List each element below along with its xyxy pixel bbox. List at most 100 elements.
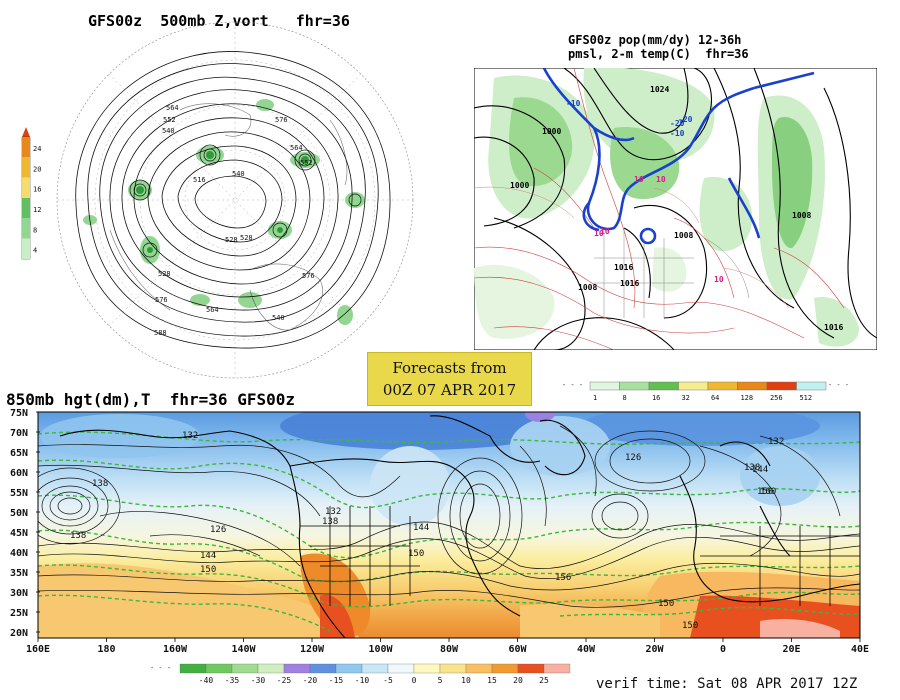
temp-legend-label: -35 xyxy=(225,676,240,685)
precip-shading xyxy=(474,68,859,347)
height-contour-label: 126 xyxy=(625,453,641,463)
h850-panel-title: 850mb hgt(dm),T fhr=36 GFS00z xyxy=(6,390,295,409)
pop-legend-swatch xyxy=(678,381,709,391)
isobar-label: 1008 xyxy=(674,231,693,240)
latitude-label: 65N xyxy=(10,448,28,459)
temp-legend-label: -15 xyxy=(329,676,344,685)
longitude-label: 40W xyxy=(577,644,596,655)
height-contour-label: 150 xyxy=(658,599,674,609)
temp-legend-swatch xyxy=(491,663,519,674)
latitude-label: 20N xyxy=(10,628,28,639)
pop-legend-label: 128 xyxy=(740,394,753,402)
temp-legend-swatch xyxy=(309,663,337,674)
temp-legend-label: 20 xyxy=(513,676,523,685)
latitude-label: 25N xyxy=(10,608,28,619)
temp-legend-label: 25 xyxy=(539,676,549,685)
forecast-box-line2: 00Z 07 APR 2017 xyxy=(382,381,517,399)
temp-legend-label: 15 xyxy=(487,676,497,685)
temp-legend-label: -30 xyxy=(251,676,266,685)
temp-contour-label: -20 xyxy=(670,119,685,128)
height-contour-label: 144 xyxy=(752,465,768,475)
latitude-label: 70N xyxy=(10,428,28,439)
isobar-label: 1016 xyxy=(614,263,633,272)
latitude-label: 50N xyxy=(10,508,28,519)
longitude-label: 100W xyxy=(368,644,393,655)
temp-legend-label: -10 xyxy=(355,676,370,685)
longitude-label: 120W xyxy=(300,644,325,655)
pop-legend-swatch xyxy=(796,381,827,391)
height-contour-label: 150 xyxy=(408,549,424,559)
temp-legend-swatch xyxy=(361,663,389,674)
temp-contour-label: -10 xyxy=(566,99,581,108)
z500-contour-label: 576 xyxy=(302,272,315,280)
pop-panel-title-line1: GFS00z pop(mm/dy) 12-36h xyxy=(568,33,742,47)
isobar-label: 1008 xyxy=(792,211,811,220)
z500-colorbar: 24 20 16 12 8 4 xyxy=(21,127,41,260)
longitude-label: 140W xyxy=(231,644,256,655)
longitude-label: 80W xyxy=(440,644,459,655)
height-contour-label: 144 xyxy=(200,551,216,561)
temp-legend-label: -25 xyxy=(277,676,292,685)
colorbar-label: 12 xyxy=(33,206,41,214)
latitude-label: 45N xyxy=(10,528,28,539)
pop-legend-swatch xyxy=(648,381,679,391)
isobar-label: 1008 xyxy=(578,283,597,292)
pop-legend-label: 1 xyxy=(593,394,597,402)
pop-legend-label: 512 xyxy=(799,394,812,402)
z500-contour-label: 540 xyxy=(162,127,175,135)
temp-legend-label: -20 xyxy=(303,676,318,685)
temp-legend-label: -40 xyxy=(199,676,214,685)
pop-legend-swatch xyxy=(589,381,620,391)
temp-legend-swatch xyxy=(179,663,207,674)
pop-legend-swatch xyxy=(619,381,650,391)
z500-contour-label: 540 xyxy=(272,314,285,322)
temp-legend-label: 10 xyxy=(461,676,471,685)
h850-temp-contours xyxy=(38,431,860,632)
isobar-label: 1000 xyxy=(510,181,529,190)
z500-polar-map: 24 20 16 12 8 4 xyxy=(21,21,414,379)
height-contour-label: 144 xyxy=(413,523,429,533)
h850-temp-legend: - - - -40 -35 -30 -25 -20 -15 -10 -5 0 5 10 15 20 25 xyxy=(150,663,571,685)
height-contour-label: 132 xyxy=(768,437,784,447)
colorbar-label: 8 xyxy=(33,226,37,234)
temp-contours xyxy=(474,68,845,350)
temp-contour-label: -10 xyxy=(670,129,685,138)
pop-legend-swatch xyxy=(766,381,797,391)
verif-time: verif time: Sat 08 APR 2017 12Z xyxy=(596,676,858,692)
latitude-label: 40N xyxy=(10,548,28,559)
z500-contour-label: 552 xyxy=(300,159,313,167)
temp-legend-swatch xyxy=(413,663,441,674)
height-contour-label: 160 xyxy=(760,487,776,497)
colorbar-swatch xyxy=(22,218,30,239)
height-contour-label: 150 xyxy=(757,487,773,497)
latitude-label: 55N xyxy=(10,488,28,499)
forecast-box-line1: Forecasts from xyxy=(392,359,507,377)
temp-contour-label: 10 xyxy=(656,175,666,184)
temp-legend-label: -5 xyxy=(383,676,393,685)
height-contour-label: 156 xyxy=(555,573,571,583)
latitude-label: 35N xyxy=(10,568,28,579)
pop-pmsl-map: 1000 1008 1016 1024 1008 1016 1000 1008 1016 10 -1… xyxy=(474,68,877,350)
h850-map-body: 1321381261381441501321381441501561261321… xyxy=(38,412,860,638)
z500-contour-label: 516 xyxy=(193,176,206,184)
longitude-label: 60W xyxy=(508,644,527,655)
height-contour-label: 138 xyxy=(322,517,338,527)
svg-text:- - -: - - - xyxy=(828,381,849,389)
temp-legend-swatch xyxy=(517,663,545,674)
z500-contour-label: 564 xyxy=(206,306,219,314)
pop-legend-label: 32 xyxy=(681,394,689,402)
pop-legend-label: 8 xyxy=(622,394,626,402)
temp-legend-swatch xyxy=(205,663,233,674)
z500-contour-label: 564 xyxy=(166,104,179,112)
height-contour-label: 138 xyxy=(70,531,86,541)
height-contour-label: 150 xyxy=(200,565,216,575)
temp-legend-swatch xyxy=(257,663,285,674)
isobar-label: 1024 xyxy=(650,85,669,94)
temp-legend-swatch xyxy=(465,663,493,674)
pop-legend-swatch xyxy=(707,381,738,391)
z500-contour-label: 528 xyxy=(240,234,253,242)
z500-contour-label: 552 xyxy=(163,116,176,124)
colorbar-swatch xyxy=(22,238,30,259)
colorbar-swatch xyxy=(22,157,30,178)
height-contour-label: 132 xyxy=(325,507,341,517)
